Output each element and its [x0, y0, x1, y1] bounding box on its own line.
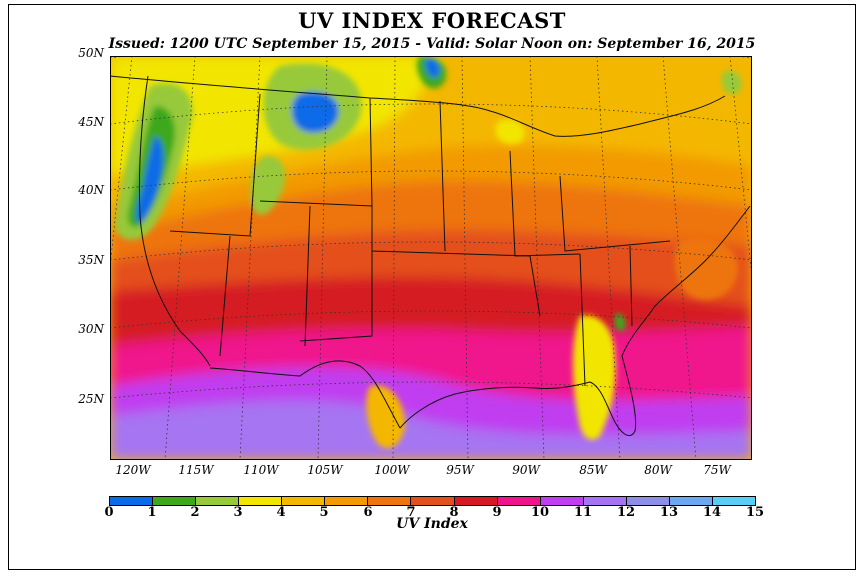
lon-label-90w: 90W — [512, 463, 540, 477]
state-lines-9 — [304, 205, 311, 347]
figure-frame — [8, 4, 856, 570]
lon-label-100w: 100W — [374, 463, 410, 477]
lat-label-30n: 30N — [78, 322, 104, 336]
colorbar-segment-6 — [368, 497, 412, 505]
lon-label-105w: 105W — [307, 463, 343, 477]
nw-blue-zone — [136, 136, 164, 224]
gulf-coast — [399, 205, 751, 436]
colorbar-segment-5 — [325, 497, 369, 505]
band-uv11 — [110, 400, 752, 460]
uv-index-map — [110, 56, 752, 460]
state-lines-5 — [439, 100, 446, 252]
lon-label-85w: 85W — [579, 463, 607, 477]
colorbar-tick: 15 — [745, 505, 765, 520]
uv-colorbar — [109, 496, 756, 506]
great-lakes-yellow-zone — [495, 120, 525, 145]
colorbar-title: UV Index — [396, 516, 468, 532]
colorbar-tick: 9 — [492, 505, 502, 520]
colorbar-segment-1 — [153, 497, 197, 505]
colorbar-tick: 11 — [573, 505, 593, 520]
colorbar-tick: 10 — [530, 505, 550, 520]
canada-blue-zone — [425, 58, 440, 78]
lat-label-40n: 40N — [78, 183, 104, 197]
colorbar-segment-13 — [669, 497, 713, 505]
lon-label-120w: 120W — [115, 463, 151, 477]
lon-label-110w: 110W — [243, 463, 279, 477]
new-england-green-zone — [721, 70, 742, 95]
colorbar-segment-10 — [540, 497, 584, 505]
lon-label-95w: 95W — [446, 463, 474, 477]
colorbar-segment-8 — [454, 497, 498, 505]
texas-coast-yellow-zone — [366, 385, 405, 449]
state-lines-3 — [299, 206, 373, 342]
us-mexico-border — [209, 360, 401, 429]
colorbar-segment-4 — [282, 497, 326, 505]
colorbar-segment-2 — [196, 497, 240, 505]
lon-label-80w: 80W — [644, 463, 672, 477]
colorbar-segment-9 — [497, 497, 541, 505]
colorbar-tick: 2 — [190, 505, 200, 520]
colorbar-tick: 1 — [147, 505, 157, 520]
lat-label-50n: 50N — [78, 46, 104, 60]
colorbar-tick: 14 — [702, 505, 722, 520]
florida-green-zone — [614, 313, 626, 332]
borders — [110, 75, 751, 436]
colorbar-tick: 4 — [276, 505, 286, 520]
state-lines-10 — [579, 253, 586, 387]
lat-label-35n: 35N — [78, 253, 104, 267]
east-coast-orange-zone — [674, 237, 739, 300]
state-lines-7 — [559, 175, 671, 252]
colorbar-segment-3 — [239, 497, 283, 505]
colorbar-tick: 5 — [319, 505, 329, 520]
colorbar-tick: 6 — [363, 505, 373, 520]
state-lines-1 — [169, 93, 261, 237]
colorbar-tick: 12 — [616, 505, 636, 520]
colorbar-tick: 13 — [659, 505, 679, 520]
state-lines-11 — [629, 245, 633, 327]
colorbar-segment-7 — [411, 497, 455, 505]
colorbar-segment-0 — [110, 497, 154, 505]
lon-label-75w: 75W — [703, 463, 731, 477]
lat-label-25n: 25N — [78, 392, 104, 406]
colorbar-segment-14 — [712, 497, 755, 505]
wyoming-green-zone — [250, 155, 285, 215]
colorbar-tick: 8 — [449, 505, 459, 520]
page-title: UV INDEX FORECAST — [298, 8, 566, 33]
montana-blue-zone — [291, 92, 339, 133]
us-canada-border — [110, 75, 726, 137]
west-coast — [138, 75, 211, 367]
issue-valid-subtitle: Issued: 1200 UTC September 15, 2015 - Va… — [108, 36, 756, 52]
state-lines-6 — [509, 150, 581, 257]
colorbar-tick: 7 — [406, 505, 416, 520]
colorbar-tick: 0 — [104, 505, 114, 520]
colorbar-segment-12 — [626, 497, 670, 505]
lon-label-115w: 115W — [178, 463, 214, 477]
lat-label-45n: 45N — [78, 115, 104, 129]
colorbar-segment-11 — [583, 497, 627, 505]
state-lines-8 — [219, 235, 231, 357]
colorbar-tick: 3 — [233, 505, 243, 520]
